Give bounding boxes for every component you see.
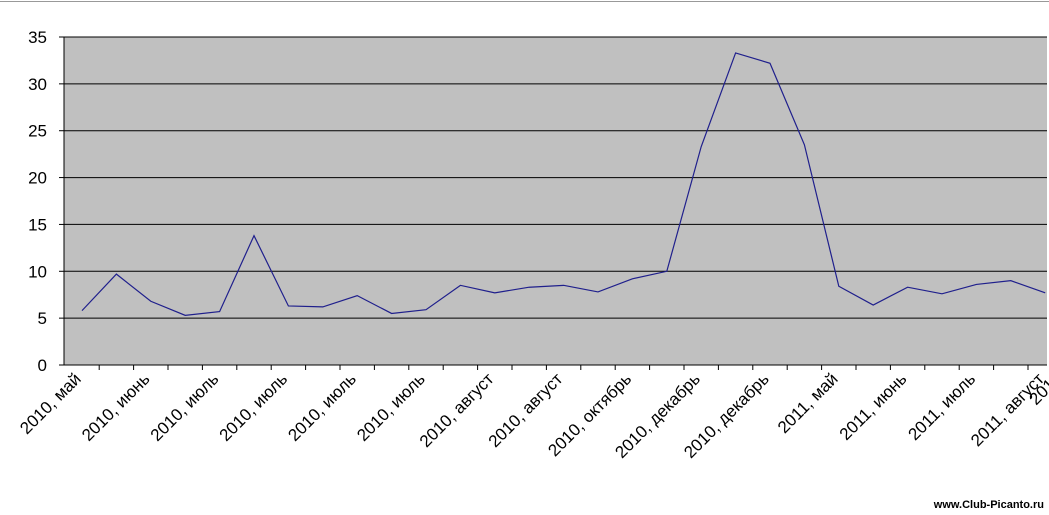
plot-area	[64, 37, 1047, 365]
y-tick-label: 35	[28, 28, 47, 47]
data-line	[81, 52, 1046, 316]
y-tick-label: 25	[28, 122, 47, 141]
y-tick-label: 30	[28, 75, 47, 94]
x-tick-label: 2010, июнь	[78, 369, 154, 445]
x-tick-label: 2011, май	[774, 369, 842, 437]
y-tick-label: 10	[28, 262, 47, 281]
y-tick-label: 15	[28, 215, 47, 234]
x-tick-label: 2011, июнь	[836, 369, 911, 444]
x-tick-label: 2010, июль	[353, 369, 429, 445]
x-tick-label: 2010, июль	[147, 369, 223, 445]
x-tick-label: 2011, июль	[905, 369, 980, 444]
x-tick-label: 2010, июль	[284, 369, 360, 445]
y-tick-label: 20	[28, 169, 47, 188]
watermark: www.Club-Picanto.ru	[933, 499, 1044, 511]
y-tick-label: 0	[38, 356, 47, 375]
x-tick-label: 2010, июль	[216, 369, 292, 445]
x-tick-label: 2011, август	[967, 369, 1048, 450]
plot	[81, 52, 1046, 316]
y-tick-label: 5	[38, 309, 47, 328]
x-tick-label: 2010, май	[16, 369, 85, 438]
